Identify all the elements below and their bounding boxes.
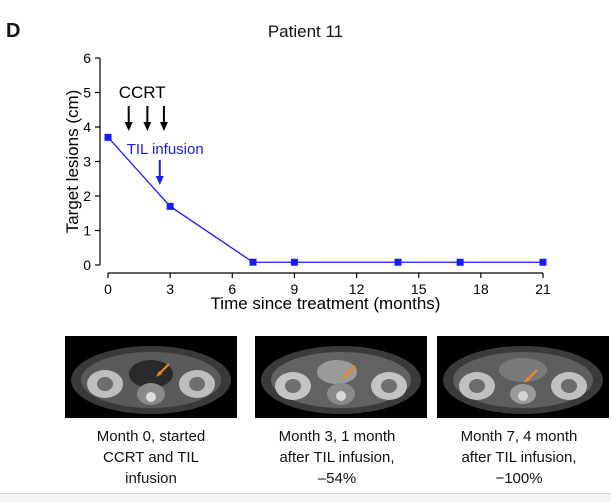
caption-line: after TIL infusion, bbox=[279, 449, 395, 466]
panel-label: D bbox=[6, 20, 21, 42]
y-tick-label: 1 bbox=[83, 223, 91, 239]
data-point bbox=[249, 258, 257, 266]
caption-line: Month 7, 4 month bbox=[460, 428, 578, 445]
x-tick-label: 6 bbox=[228, 281, 236, 297]
y-tick-label: 6 bbox=[83, 50, 91, 66]
y-tick-label: 2 bbox=[83, 188, 91, 204]
caption-line: –54% bbox=[317, 470, 357, 487]
data-point bbox=[456, 258, 464, 266]
ct-scan-image bbox=[443, 346, 603, 414]
ct-scan-month-7 bbox=[437, 336, 609, 418]
caption-line: Month 0, started bbox=[96, 428, 206, 445]
page-edge bbox=[0, 493, 611, 502]
ccrt-arrow-head bbox=[159, 122, 168, 131]
data-point bbox=[394, 258, 402, 266]
y-tick-label: 0 bbox=[83, 257, 91, 273]
til-arrow-head bbox=[155, 176, 164, 185]
data-point bbox=[290, 258, 298, 266]
til-label: TIL infusion bbox=[127, 141, 204, 158]
caption-line: CCRT and TIL bbox=[103, 449, 199, 466]
ct-scan-image bbox=[71, 346, 231, 414]
caption-line: −100% bbox=[495, 470, 543, 487]
ccrt-label: CCRT bbox=[119, 83, 166, 102]
x-tick-label: 21 bbox=[535, 281, 551, 297]
scan-caption-month-0: Month 0, started CCRT and TIL infusion bbox=[56, 426, 246, 489]
data-point bbox=[104, 133, 112, 141]
x-tick-label: 15 bbox=[411, 281, 427, 297]
x-axis-label: Time since treatment (months) bbox=[211, 294, 441, 313]
x-tick-label: 9 bbox=[291, 281, 299, 297]
x-tick-label: 18 bbox=[473, 281, 489, 297]
ccrt-arrow-head bbox=[124, 122, 133, 131]
data-point bbox=[539, 258, 547, 266]
x-tick-label: 12 bbox=[349, 281, 365, 297]
scan-caption-month-7: Month 7, 4 month after TIL infusion, −10… bbox=[424, 426, 611, 489]
caption-line: infusion bbox=[125, 470, 177, 487]
scan-caption-month-3: Month 3, 1 month after TIL infusion, –54… bbox=[242, 426, 432, 489]
x-tick-label: 3 bbox=[166, 281, 174, 297]
y-tick-label: 4 bbox=[83, 119, 91, 135]
y-axis-label: Target lesions (cm) bbox=[63, 90, 82, 234]
x-tick-label: 0 bbox=[104, 281, 112, 297]
ccrt-arrow-head bbox=[143, 122, 152, 131]
ct-scan-month-0 bbox=[65, 336, 237, 418]
ct-scan-month-3 bbox=[255, 336, 427, 418]
caption-line: Month 3, 1 month bbox=[278, 428, 396, 445]
chart-title: Patient 11 bbox=[267, 22, 344, 41]
y-tick-label: 3 bbox=[83, 154, 91, 170]
caption-line: after TIL infusion, bbox=[461, 449, 577, 466]
y-tick-label: 5 bbox=[83, 85, 91, 101]
ct-scan-image bbox=[261, 346, 421, 414]
data-point bbox=[166, 202, 174, 210]
